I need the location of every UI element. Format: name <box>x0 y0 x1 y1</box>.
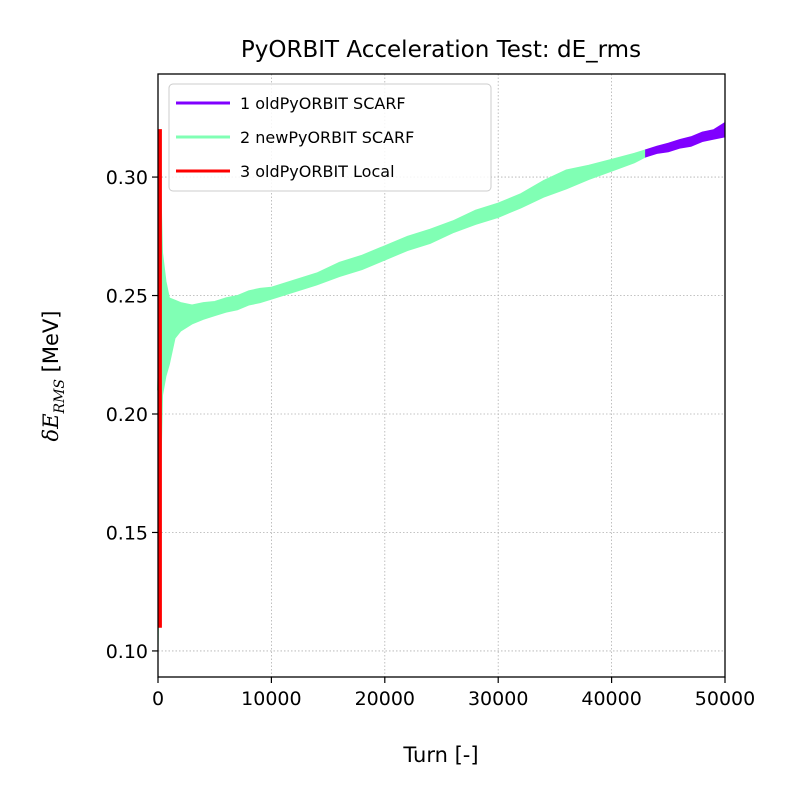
y-axis-label-suffix: [MeV] <box>39 311 63 379</box>
y-tick-label: 0.25 <box>106 286 148 308</box>
x-tick-label: 20000 <box>355 688 415 710</box>
y-tick-label: 0.30 <box>106 167 148 189</box>
plot-area <box>157 121 726 651</box>
y-axis-label-prefix: δE <box>39 413 63 441</box>
x-tick-label: 0 <box>152 688 164 710</box>
y-tick-label: 0.15 <box>106 522 148 544</box>
x-axis-label: Turn [-] <box>402 743 478 767</box>
legend: 1 oldPyORBIT SCARF 2 newPyORBIT SCARF 3 ol… <box>168 83 492 192</box>
y-axis: 0.10 0.15 0.20 0.25 0.30 <box>106 167 158 663</box>
y-axis-label: δERMS [MeV] <box>39 311 68 442</box>
series-line <box>645 128 726 155</box>
x-axis: 0 10000 20000 30000 40000 50000 <box>152 677 755 710</box>
x-tick-label: 50000 <box>695 688 755 710</box>
x-tick-label: 40000 <box>581 688 641 710</box>
legend-label: 3 oldPyORBIT Local <box>240 162 395 181</box>
x-tick-label: 30000 <box>468 688 528 710</box>
series-line <box>157 152 647 391</box>
legend-box <box>168 83 492 192</box>
x-tick-label: 10000 <box>241 688 301 710</box>
y-axis-label-subscript: RMS <box>52 379 68 414</box>
y-tick-label: 0.10 <box>106 641 148 663</box>
legend-label: 2 newPyORBIT SCARF <box>240 128 414 147</box>
chart-title: PyORBIT Acceleration Test: dE_rms <box>241 37 641 63</box>
axes-frame <box>157 73 726 678</box>
y-tick-label: 0.20 <box>106 404 148 426</box>
legend-label: 1 oldPyORBIT SCARF <box>240 94 406 113</box>
